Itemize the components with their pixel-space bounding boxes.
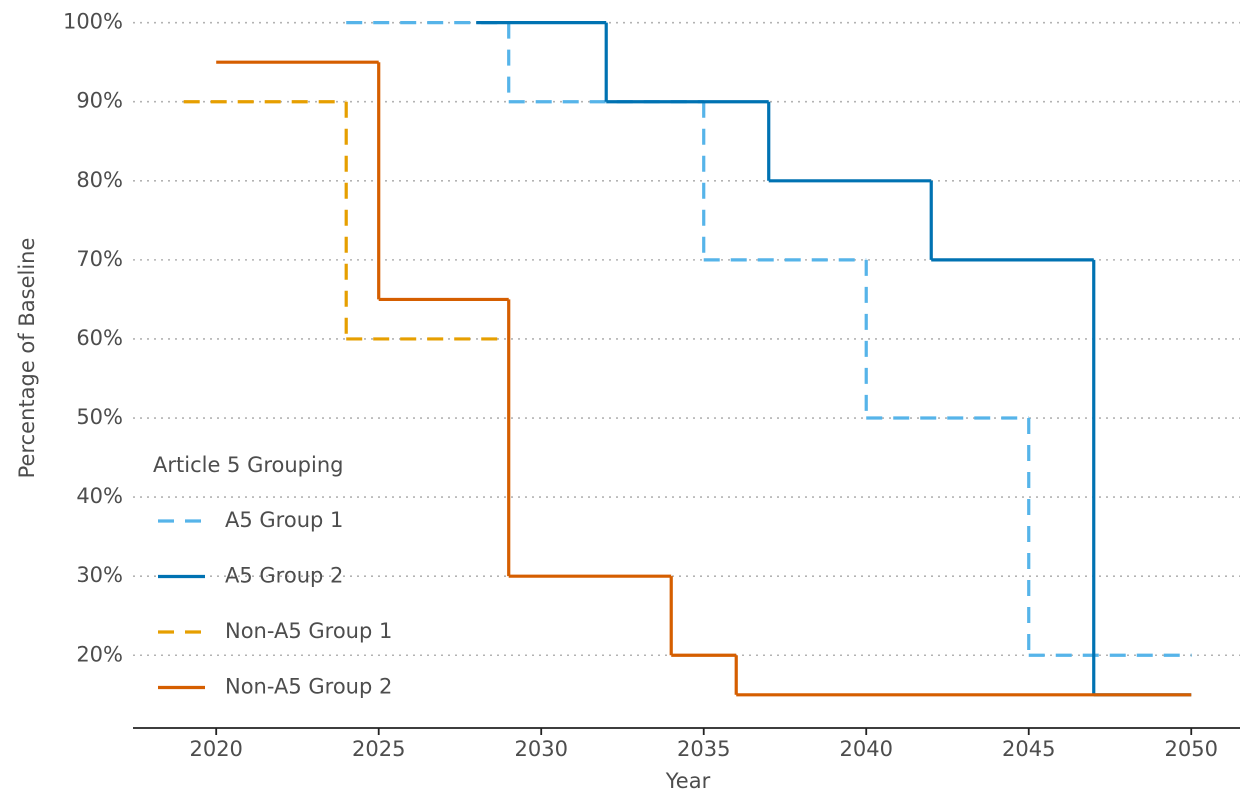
- legend-label: A5 Group 1: [225, 508, 343, 532]
- y-tick-label: 20%: [76, 642, 123, 666]
- x-axis-label: Year: [665, 769, 711, 793]
- y-tick-label: 80%: [76, 168, 123, 192]
- legend-label: A5 Group 2: [225, 564, 343, 588]
- x-tick-label: 2025: [352, 737, 405, 761]
- y-tick-label: 50%: [76, 405, 123, 429]
- x-tick-label: 2030: [514, 737, 567, 761]
- y-tick-label: 70%: [76, 247, 123, 271]
- x-tick-label: 2020: [189, 737, 242, 761]
- x-tick-label: 2040: [840, 737, 893, 761]
- y-tick-label: 100%: [63, 10, 123, 34]
- y-tick-label: 30%: [76, 563, 123, 587]
- y-axis-label: Percentage of Baseline: [15, 238, 39, 479]
- x-tick-label: 2050: [1165, 737, 1218, 761]
- y-tick-label: 90%: [76, 89, 123, 113]
- x-tick-label: 2045: [1002, 737, 1055, 761]
- y-tick-label: 40%: [76, 484, 123, 508]
- x-tick-label: 2035: [677, 737, 730, 761]
- legend-label: Non-A5 Group 1: [225, 619, 392, 643]
- y-tick-label: 60%: [76, 326, 123, 350]
- legend-title: Article 5 Grouping: [153, 453, 344, 477]
- legend-label: Non-A5 Group 2: [225, 675, 392, 699]
